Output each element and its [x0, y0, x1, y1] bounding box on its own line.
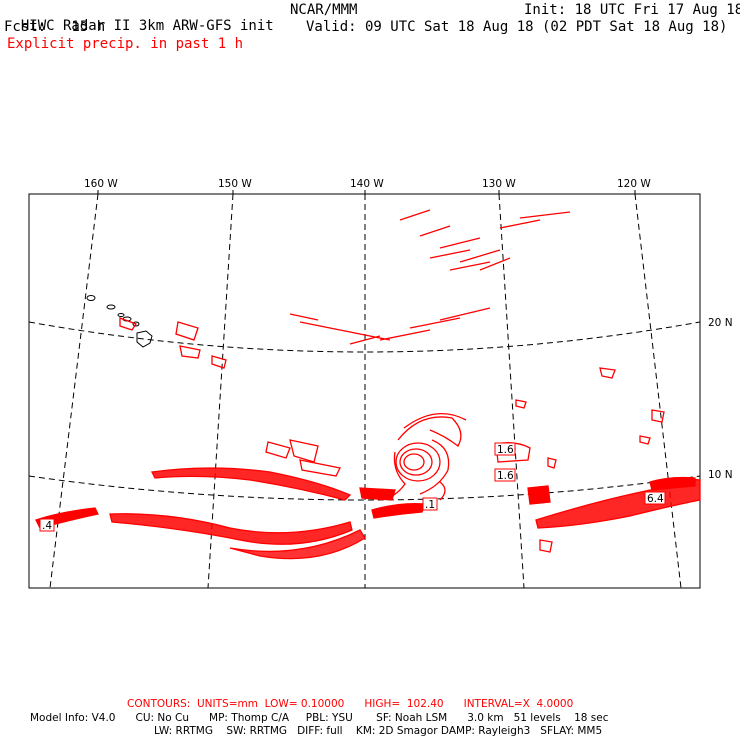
- itcz-band: [229, 529, 366, 560]
- east-band: [649, 476, 696, 491]
- precip-cell: [651, 409, 665, 423]
- precip-contours: [35, 209, 701, 560]
- valid-time: Valid: 09 UTC Sat 18 Aug 18 (02 PDT Sat …: [306, 19, 728, 35]
- value-label: 6.4: [647, 493, 664, 505]
- model-info-line2: LW: RRTMG SW: RRTMG DIFF: full KM: 2D Sm…: [154, 725, 603, 737]
- meridian-160w: [49, 193, 99, 589]
- itcz-band: [371, 502, 426, 519]
- itcz-band: [359, 487, 396, 501]
- value-labels: 1.6 1.6 6.4 .1 .4: [39, 442, 666, 532]
- precip-cell: [289, 439, 319, 463]
- precip-cell: [119, 317, 137, 331]
- value-label: .1: [425, 499, 435, 511]
- plot-title: HIWC Radar II 3km ARW-GFS init: [20, 18, 274, 34]
- lon-label-150w: 150 W: [218, 178, 252, 190]
- lat-label-10n: 10 N: [708, 469, 733, 481]
- meridian-150w: [207, 193, 234, 589]
- meridian-120w: [634, 193, 682, 589]
- precip-cell: [265, 441, 291, 459]
- precip-cell: [175, 321, 199, 341]
- east-cell: [527, 485, 551, 505]
- lat-label-20n: 20 N: [708, 317, 733, 329]
- north-streaks: [289, 307, 491, 345]
- contour-info: CONTOURS: UNITS=mm LOW= 0.10000 HIGH= 10…: [127, 698, 574, 710]
- precip-cell: [299, 459, 341, 477]
- meridian-lines: [49, 193, 682, 589]
- forecast-hour: Fcst: 15 h: [4, 19, 106, 35]
- precip-cell: [211, 355, 227, 369]
- storm-band: [439, 481, 446, 501]
- precip-cell: [515, 399, 527, 409]
- storm-band: [397, 416, 462, 447]
- lon-ticks: [97, 190, 636, 194]
- precip-cell: [179, 345, 201, 359]
- storm-band: [403, 413, 467, 429]
- lon-label-160w: 160 W: [84, 178, 118, 190]
- storm-contour: [395, 442, 441, 482]
- value-label: .4: [42, 520, 52, 532]
- itcz-band: [151, 467, 352, 501]
- organization-label: NCAR/MMM: [290, 2, 358, 18]
- precip-cell: [547, 457, 557, 469]
- field-description: Explicit precip. in past 1 h: [7, 36, 244, 52]
- lon-label-130w: 130 W: [482, 178, 516, 190]
- itcz-band: [109, 513, 353, 545]
- lon-label-140w: 140 W: [350, 178, 384, 190]
- storm-contour: [403, 453, 425, 471]
- precip-cell: [539, 539, 553, 553]
- meridian-130w: [498, 193, 525, 589]
- init-time: Init: 18 UTC Fri 17 Aug 18: [524, 2, 740, 18]
- value-label: 1.6: [497, 444, 514, 456]
- model-info-line1: Model Info: V4.0 CU: No Cu MP: Thomp C/A…: [30, 712, 609, 724]
- parallel-lines: [28, 321, 701, 501]
- precip-cell: [639, 435, 651, 445]
- parallel-10n: [28, 475, 701, 501]
- storm-contour: [399, 448, 433, 476]
- value-label: 1.6: [497, 470, 514, 482]
- lon-label-120w: 120 W: [617, 178, 651, 190]
- storm-band: [419, 439, 450, 495]
- north-streaks: [399, 209, 571, 271]
- precip-cell: [599, 367, 616, 379]
- hawaii-islands: [86, 295, 153, 348]
